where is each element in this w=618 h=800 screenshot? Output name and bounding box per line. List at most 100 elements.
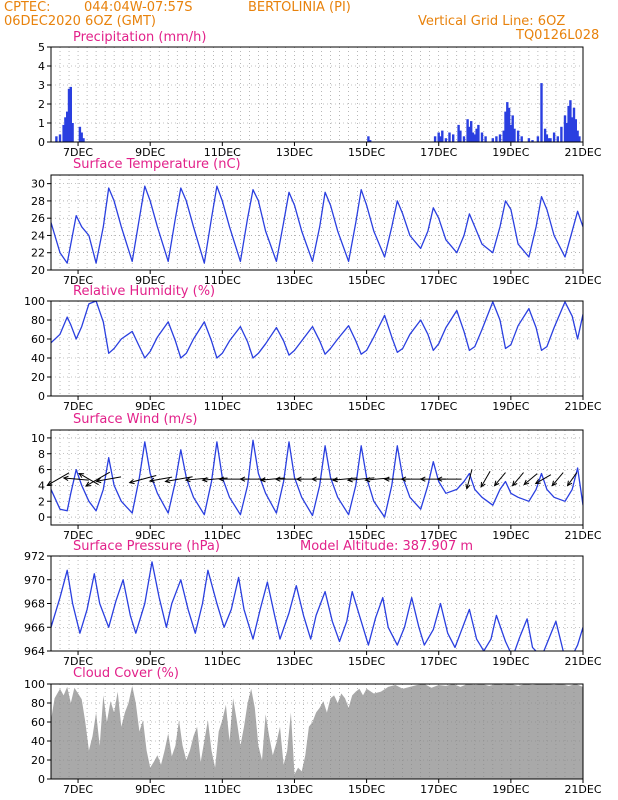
precip-bar: [480, 132, 484, 142]
x-tick-label: 21DEC: [564, 146, 601, 159]
precip-bar: [64, 117, 67, 142]
wind-arrow-head: [239, 476, 246, 482]
precip-bar: [55, 136, 58, 142]
y-tick-label: 1: [38, 117, 45, 130]
wind-arrow: [78, 472, 99, 486]
x-tick-label: 17DEC: [420, 655, 457, 668]
wind-arrow: [148, 476, 173, 483]
wind-arrow-head: [148, 477, 155, 483]
wind-arrow-shaft: [129, 475, 157, 484]
y-tick-label: 26: [31, 212, 45, 225]
header-coords: 044:04W-07:57S: [84, 0, 193, 15]
wind-arrow-head: [128, 479, 135, 485]
wind-arrow-head: [383, 476, 390, 482]
precip-bar: [441, 130, 444, 142]
header-source: CPTEC:: [4, 0, 51, 15]
x-tick-label: 9DEC: [135, 400, 165, 413]
wind-arrow-head: [346, 477, 353, 483]
precip-bar: [502, 130, 505, 142]
wind-arrow: [566, 472, 578, 487]
x-tick-label: 17DEC: [420, 783, 457, 796]
x-tick-label: 11DEC: [204, 783, 241, 796]
wind-arrow: [551, 472, 564, 487]
wind-arrow: [201, 477, 228, 483]
precip-bar: [513, 128, 516, 142]
x-tick-label: 11DEC: [204, 274, 241, 287]
wind-arrow-head: [534, 479, 541, 485]
precip-bar: [560, 126, 563, 142]
precip-bar: [470, 121, 473, 142]
precip-bar: [468, 126, 471, 142]
panel-title: Precipitation (mm/h): [73, 30, 206, 45]
precip-bar: [567, 105, 570, 142]
wind-arrow: [239, 476, 266, 482]
x-tick-label: 11DEC: [204, 529, 241, 542]
precip-bar: [457, 124, 460, 142]
wind-arrow: [331, 477, 357, 483]
x-tick-label: 21DEC: [564, 655, 601, 668]
wind-arrow: [534, 474, 552, 485]
precip-bar: [556, 136, 559, 142]
x-tick-label: 15DEC: [348, 400, 385, 413]
x-tick-label: 19DEC: [492, 146, 529, 159]
panel-title: Cloud Cover (%): [73, 666, 179, 681]
x-tick-label: 9DEC: [135, 529, 165, 542]
wind-arrow-shaft: [523, 473, 538, 485]
y-tick-label: 10: [31, 432, 45, 445]
panel-title: Surface Pressure (hPa): [73, 539, 220, 554]
x-tick-label: 9DEC: [135, 146, 165, 159]
wind-arrow-shaft: [96, 476, 122, 482]
x-tick-label: 21DEC: [564, 529, 601, 542]
wind-arrow: [493, 472, 506, 487]
y-tick-label: 4: [38, 479, 45, 492]
header-grid-note: Vertical Grid Line: 6OZ: [418, 14, 566, 29]
y-tick-label: 5: [38, 41, 45, 54]
wind-arrow: [465, 469, 473, 490]
wind-arrow-head: [493, 480, 500, 487]
y-tick-label: 968: [24, 598, 45, 611]
precip-bar: [475, 128, 478, 142]
wind-arrow-head: [95, 477, 102, 484]
panel-2: 20 22 24 26 28 30 7DEC 9DEC 11DEC 13DEC 15DEC 17DEC…: [31, 157, 602, 287]
wind-arrow-shaft: [149, 476, 173, 482]
wind-arrow: [523, 473, 538, 486]
precip-bar: [80, 132, 83, 142]
panel-frame: [50, 174, 584, 271]
wind-arrow-head: [201, 477, 208, 483]
wind-arrow-head: [295, 476, 302, 482]
y-tick-label: 2: [38, 98, 45, 111]
precip-bar: [578, 136, 581, 142]
wind-arrow: [128, 475, 157, 485]
precip-bar: [484, 136, 487, 142]
wind-arrow-shaft: [480, 471, 491, 488]
y-tick-label: 40: [31, 735, 45, 748]
precip-bar: [71, 123, 74, 142]
x-tick-label: 7DEC: [63, 655, 93, 668]
x-tick-label: 17DEC: [420, 274, 457, 287]
precip-bar: [547, 138, 550, 142]
precip-bar: [367, 136, 370, 142]
precip-bar: [504, 111, 507, 142]
x-tick-label: 13DEC: [276, 783, 313, 796]
wind-arrow-head: [511, 480, 518, 487]
y-tick-label: 6: [38, 464, 45, 477]
wind-arrow-shaft: [347, 477, 375, 481]
precip-bar: [437, 132, 440, 142]
x-tick-label: 11DEC: [204, 400, 241, 413]
x-tick-label: 9DEC: [135, 783, 165, 796]
y-tick-label: 8: [38, 448, 45, 461]
precip-bar: [491, 138, 494, 142]
x-tick-label: 19DEC: [492, 274, 529, 287]
wind-arrow: [511, 472, 524, 487]
precip-bar: [78, 126, 82, 142]
x-tick-label: 15DEC: [348, 146, 385, 159]
precip-bar: [433, 136, 437, 142]
x-tick-label: 7DEC: [63, 400, 93, 413]
x-tick-label: 21DEC: [564, 783, 601, 796]
precip-bar: [527, 138, 531, 142]
y-tick-label: 0: [38, 511, 45, 524]
panel-title: Surface Temperature (nC): [73, 157, 241, 172]
precip-bar: [574, 119, 577, 142]
wind-arrow-head: [164, 478, 171, 484]
y-tick-label: 60: [31, 333, 45, 346]
